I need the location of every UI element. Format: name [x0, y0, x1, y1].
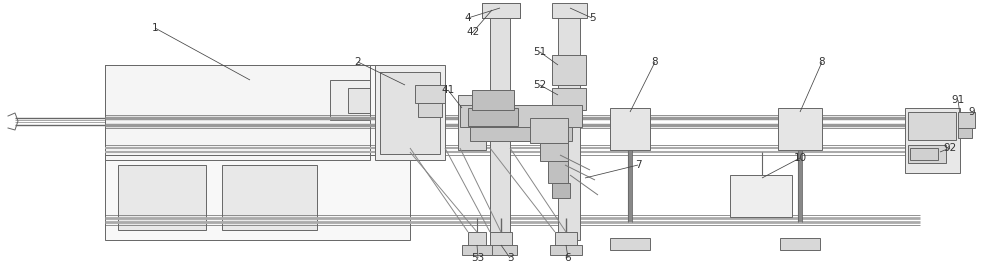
Bar — [472, 90, 514, 110]
Bar — [415, 85, 445, 103]
Text: 6: 6 — [565, 253, 571, 263]
Polygon shape — [958, 128, 972, 138]
Bar — [105, 65, 370, 160]
Bar — [552, 55, 586, 85]
Bar — [908, 112, 956, 140]
Text: 8: 8 — [819, 57, 825, 67]
Text: 52: 52 — [533, 80, 547, 90]
Bar — [222, 165, 317, 230]
Text: 91: 91 — [951, 95, 965, 105]
Text: 41: 41 — [441, 85, 455, 95]
Text: 9: 9 — [969, 107, 975, 117]
Bar — [730, 175, 792, 217]
Bar — [375, 65, 445, 160]
Bar — [348, 88, 370, 113]
Bar — [558, 5, 580, 240]
Text: 1: 1 — [152, 23, 158, 33]
Bar — [780, 238, 820, 250]
Text: 92: 92 — [943, 143, 957, 153]
Bar — [482, 3, 520, 18]
Text: 4: 4 — [465, 13, 471, 23]
Text: 2: 2 — [355, 57, 361, 67]
Bar — [550, 245, 582, 255]
Bar — [548, 161, 568, 183]
Bar — [330, 80, 370, 120]
Bar — [462, 245, 492, 255]
Bar — [552, 183, 570, 198]
Text: 5: 5 — [589, 13, 595, 23]
Bar — [778, 108, 822, 150]
Bar — [105, 65, 410, 240]
Bar — [552, 3, 587, 18]
Bar — [530, 118, 568, 143]
Bar — [418, 103, 442, 117]
Text: 8: 8 — [652, 57, 658, 67]
Text: 10: 10 — [793, 153, 807, 163]
Bar — [118, 165, 206, 230]
Bar — [380, 72, 440, 154]
Text: 42: 42 — [466, 27, 480, 37]
Bar — [490, 5, 510, 240]
Text: 53: 53 — [471, 253, 485, 263]
Bar — [908, 145, 946, 163]
Bar — [468, 108, 518, 126]
Bar — [552, 88, 586, 110]
Bar — [470, 127, 572, 141]
Text: 7: 7 — [635, 160, 641, 170]
Bar — [458, 95, 486, 150]
Bar — [468, 232, 486, 250]
Text: 3: 3 — [507, 253, 513, 263]
Bar — [610, 108, 650, 150]
Polygon shape — [958, 112, 975, 128]
Bar — [555, 232, 577, 250]
Bar — [610, 238, 650, 250]
Bar — [482, 3, 520, 18]
Bar — [490, 232, 512, 250]
Bar — [485, 245, 517, 255]
Bar — [910, 148, 938, 160]
Bar — [540, 143, 568, 161]
Text: 51: 51 — [533, 47, 547, 57]
Bar — [460, 105, 582, 127]
Bar — [905, 108, 960, 173]
